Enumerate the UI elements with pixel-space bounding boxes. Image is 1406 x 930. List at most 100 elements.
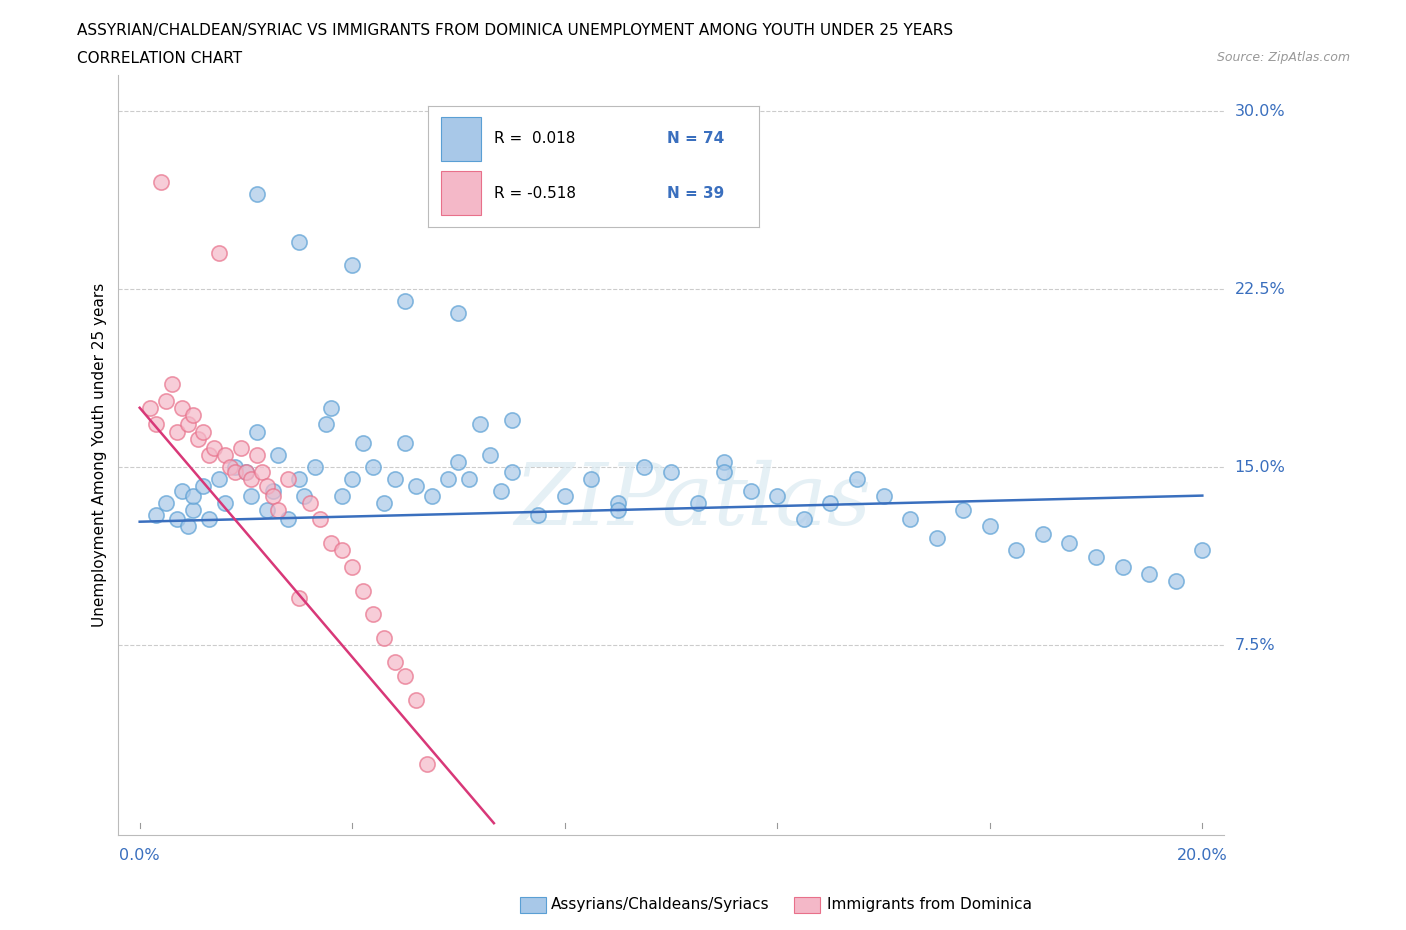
Point [166, 424, 188, 439]
Point [1059, 536, 1081, 551]
Point [149, 175, 172, 190]
Point [172, 484, 194, 498]
Point [1032, 526, 1054, 541]
Point [245, 187, 267, 202]
Point [172, 400, 194, 415]
Point [319, 536, 342, 551]
Point [145, 417, 167, 432]
Point [1191, 543, 1213, 558]
Text: 30.0%: 30.0% [1234, 103, 1285, 118]
Text: 20.0%: 20.0% [1177, 848, 1227, 863]
Point [405, 692, 427, 707]
Point [288, 234, 311, 249]
Point [277, 512, 299, 526]
Point [250, 464, 273, 479]
Point [240, 488, 263, 503]
Point [363, 459, 385, 474]
Point [235, 464, 257, 479]
Point [394, 436, 416, 451]
Point [501, 464, 523, 479]
Point [155, 496, 177, 511]
Point [342, 258, 364, 272]
Text: Source: ZipAtlas.com: Source: ZipAtlas.com [1216, 51, 1350, 64]
Point [197, 512, 219, 526]
Point [1005, 543, 1028, 558]
Point [298, 496, 321, 511]
Point [145, 507, 167, 522]
Point [240, 472, 263, 486]
Point [214, 448, 236, 463]
Point [686, 496, 709, 511]
Point [447, 305, 470, 320]
Point [262, 488, 284, 503]
Point [224, 459, 246, 474]
Point [713, 464, 735, 479]
Text: 22.5%: 22.5% [1234, 282, 1285, 297]
Point [846, 472, 869, 486]
Point [267, 502, 290, 517]
Point [160, 377, 183, 392]
Point [342, 472, 364, 486]
Point [394, 294, 416, 309]
Point [202, 441, 225, 456]
Point [181, 407, 204, 422]
Point [447, 455, 470, 470]
Text: CORRELATION CHART: CORRELATION CHART [77, 51, 242, 66]
Point [229, 441, 252, 456]
Point [373, 631, 395, 645]
Point [315, 417, 337, 432]
Point [820, 496, 842, 511]
Text: Assyrians/Chaldeans/Syriacs: Assyrians/Chaldeans/Syriacs [551, 897, 769, 912]
Point [394, 669, 416, 684]
Point [176, 519, 198, 534]
Point [437, 472, 460, 486]
Point [288, 472, 311, 486]
Point [330, 488, 353, 503]
Point [713, 455, 735, 470]
Point [193, 424, 215, 439]
Point [384, 655, 406, 670]
Point [214, 496, 236, 511]
Point [288, 591, 311, 605]
Point [384, 472, 406, 486]
Point [181, 488, 204, 503]
Point [872, 488, 894, 503]
Point [235, 464, 257, 479]
Point [181, 502, 204, 517]
Point [527, 507, 550, 522]
Point [458, 472, 481, 486]
Point [1164, 574, 1187, 589]
Point [979, 519, 1001, 534]
Text: Immigrants from Dominica: Immigrants from Dominica [827, 897, 1032, 912]
Point [294, 488, 316, 503]
Point [740, 484, 762, 498]
Point [155, 393, 177, 408]
Point [659, 464, 682, 479]
Point [363, 607, 385, 622]
Point [420, 488, 443, 503]
Point [352, 583, 374, 598]
Point [166, 512, 188, 526]
Point [489, 484, 512, 498]
Text: ASSYRIAN/CHALDEAN/SYRIAC VS IMMIGRANTS FROM DOMINICA UNEMPLOYMENT AMONG YOUTH UN: ASSYRIAN/CHALDEAN/SYRIAC VS IMMIGRANTS F… [77, 23, 953, 38]
Point [245, 448, 267, 463]
Point [330, 543, 353, 558]
Text: 15.0%: 15.0% [1234, 459, 1285, 474]
Point [766, 488, 789, 503]
Point [262, 484, 284, 498]
Point [606, 502, 628, 517]
Point [342, 559, 364, 574]
Y-axis label: Unemployment Among Youth under 25 years: Unemployment Among Youth under 25 years [93, 283, 107, 628]
Text: 0.0%: 0.0% [120, 848, 160, 863]
Point [1085, 550, 1108, 565]
Point [267, 448, 290, 463]
Point [197, 448, 219, 463]
Point [581, 472, 603, 486]
Point [187, 432, 209, 446]
Point [176, 417, 198, 432]
Point [208, 472, 231, 486]
Point [319, 400, 342, 415]
Point [373, 496, 395, 511]
Point [468, 417, 491, 432]
Point [256, 479, 278, 494]
